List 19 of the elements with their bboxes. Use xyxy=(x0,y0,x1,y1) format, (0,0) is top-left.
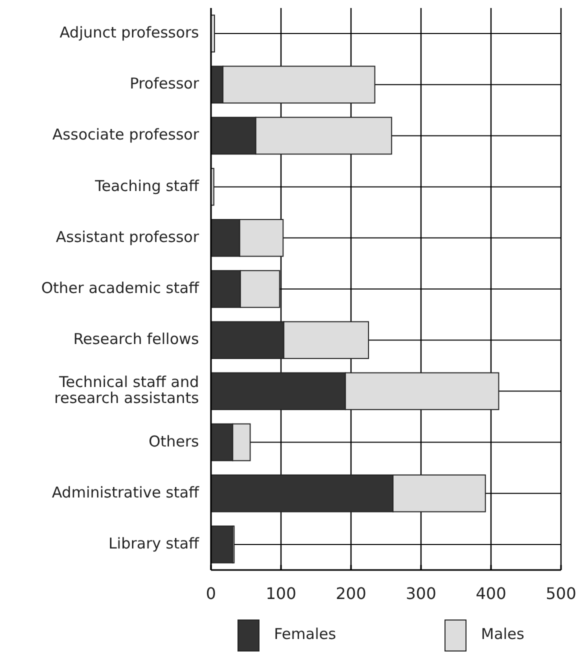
legend-label: Males xyxy=(481,625,525,644)
y-tick-label: Library staff xyxy=(108,534,200,553)
y-tick-label: Associate professor xyxy=(52,126,200,144)
y-tick-label: Assistant professor xyxy=(56,228,200,246)
x-tick-label: 300 xyxy=(406,584,436,603)
y-tick-label: Professor xyxy=(130,74,200,93)
y-tick-label: Research fellows xyxy=(73,330,200,348)
x-tick-label: 200 xyxy=(336,584,366,603)
y-tick-label: Administrative staff xyxy=(52,483,200,502)
x-tick-label: 0 xyxy=(206,584,216,603)
legend-label: Females xyxy=(274,625,336,644)
x-tick-label: 100 xyxy=(266,584,296,603)
y-tick-label: Teaching staff xyxy=(94,176,200,195)
x-tick-label: 400 xyxy=(476,584,506,603)
y-tick-label: Others xyxy=(148,432,200,450)
y-tick-label: Adjunct professors xyxy=(60,24,200,42)
x-tick-label: 500 xyxy=(546,584,576,603)
y-tick-label: Other academic staff xyxy=(41,279,200,298)
y-tick-label: Technical staff and research assistants xyxy=(54,373,200,408)
